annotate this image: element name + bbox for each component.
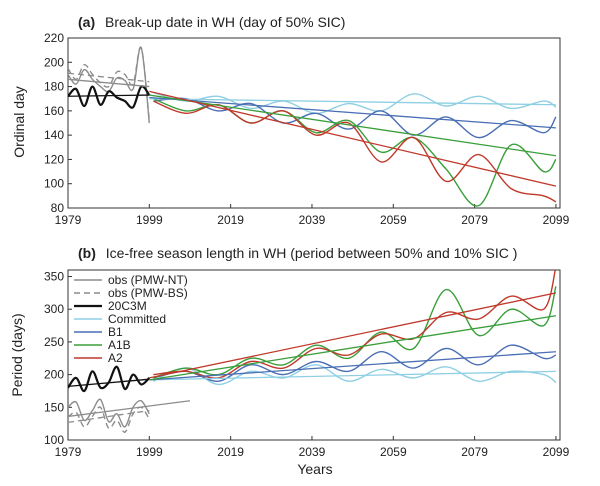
legend-label-obs-pmw-bs: obs (PMW-BS) xyxy=(108,286,188,300)
panel-a-ytick-label-80: 80 xyxy=(51,201,65,215)
panel-a-series-20c3m xyxy=(68,85,151,109)
panel-a-series-a2 xyxy=(153,100,557,203)
panel-a-series-b1 xyxy=(153,97,557,139)
legend-label-a2: A2 xyxy=(108,351,123,365)
panel-a-series-group xyxy=(68,46,557,207)
panel-b-letter: (b) xyxy=(78,245,96,261)
panel-a-xtick-label-2019: 2019 xyxy=(217,213,244,227)
panel-b-ytick-label-150: 150 xyxy=(44,400,64,414)
panel-b-series-group xyxy=(68,270,557,433)
panel-a-ytick-label-100: 100 xyxy=(44,177,64,191)
panel-b-trend-a2-trend xyxy=(149,292,557,379)
panel-b-title: (b) Ice-free season length in WH (period… xyxy=(78,245,517,261)
panel-b-trend-a1b-trend xyxy=(149,315,557,381)
panel-b-xtick-label-2099: 2099 xyxy=(543,445,570,459)
panel-a-series-obs-pmw-bs xyxy=(68,46,150,121)
panel-b-title-text: Ice-free season length in WH (period bet… xyxy=(106,245,518,261)
panel-a-ytick-label-220: 220 xyxy=(44,31,64,45)
panel-a-plot-area: 80 100 120 140 160 180 200 220 1979 1999 2019 2039 2… xyxy=(44,31,570,227)
panel-a-trend-committed-trend xyxy=(149,98,556,106)
panel-b-xtick-label-2059: 2059 xyxy=(380,445,407,459)
panel-a-xtick-label-2059: 2059 xyxy=(380,213,407,227)
panel-a-trend-obs-pmw-nt-trend xyxy=(68,78,150,88)
panel-b-ice-free-season: (b) Ice-free season length in WH (period… xyxy=(9,245,570,477)
panel-a-break-up-date: (a) Break-up date in WH (day of 50% SIC)… xyxy=(11,14,570,227)
panel-a-series-a1b xyxy=(153,98,557,207)
panel-a-ytick-label-180: 180 xyxy=(44,80,64,94)
panel-a-letter: (a) xyxy=(78,14,95,30)
panel-a-xtick-label-2079: 2079 xyxy=(461,213,488,227)
panel-b-xtick-label-2039: 2039 xyxy=(299,445,326,459)
panel-b-trend-committed-trend xyxy=(149,370,556,381)
panel-a-ytick-label-200: 200 xyxy=(44,55,64,69)
panel-b-series-a2 xyxy=(153,270,556,379)
panel-b-trend-b1-trend xyxy=(149,351,556,381)
panel-b-xtick-label-2079: 2079 xyxy=(461,445,488,459)
panel-a-trend-obs-pmw-bs-trend xyxy=(68,72,150,83)
panel-b-series-20c3m xyxy=(68,365,151,393)
panel-a-frame xyxy=(67,37,561,209)
legend-label-obs-pmw-nt: obs (PMW-NT) xyxy=(108,273,188,287)
panel-a-xtick-label-1999: 1999 xyxy=(136,213,163,227)
legend-label-b1: B1 xyxy=(108,325,123,339)
panel-b-xtick-label-1979: 1979 xyxy=(55,445,82,459)
panel-b-ytick-label-100: 100 xyxy=(44,433,64,447)
panel-b-series-b1 xyxy=(153,344,557,382)
panel-b-ytick-label-200: 200 xyxy=(44,368,64,382)
panel-b-xtick-label-2019: 2019 xyxy=(217,445,244,459)
panel-b-legend: obs (PMW-NT)obs (PMW-BS)20C3MCommittedB1… xyxy=(74,273,188,365)
panel-b-ylabel: Period (days) xyxy=(9,313,25,396)
panel-a-title: (a) Break-up date in WH (day of 50% SIC) xyxy=(78,14,345,30)
panel-b-ytick-label-250: 250 xyxy=(44,335,64,349)
panel-b-series-obs-pmw-bs xyxy=(68,406,150,433)
legend-label-committed: Committed xyxy=(108,312,166,326)
panel-b-trend-20c3m-trend xyxy=(68,378,150,388)
panel-b-ytick-label-350: 350 xyxy=(44,270,64,284)
panel-a-ytick-label-140: 140 xyxy=(44,128,64,142)
panel-a-ylabel: Ordinal day xyxy=(11,86,27,158)
panel-b-frame xyxy=(67,269,561,441)
panel-a-series-committed xyxy=(153,91,557,115)
panel-b-xlabel: Years xyxy=(297,461,332,477)
panel-a-ytick-label-120: 120 xyxy=(44,152,64,166)
legend-label-20c3m: 20C3M xyxy=(108,299,147,313)
panel-a-xtick-label-1979: 1979 xyxy=(55,213,82,227)
panel-a-ytick-label-160: 160 xyxy=(44,104,64,118)
legend-label-a1b: A1B xyxy=(108,338,131,352)
panel-b-plot-area: 100 150 200 250 300 350 1979 1999 2019 2039 2059 20… xyxy=(44,269,570,459)
panel-a-xtick-label-2039: 2039 xyxy=(299,213,326,227)
panel-a-trend-b1-trend xyxy=(149,96,556,129)
panel-a-xtick-label-2099: 2099 xyxy=(543,213,570,227)
panel-a-trend-a2-trend xyxy=(149,90,557,187)
panel-b-series-obs-pmw-nt xyxy=(68,398,150,428)
panel-b-trend-obs-pmw-bs-trend xyxy=(68,409,150,423)
panel-b-xtick-label-1999: 1999 xyxy=(136,445,163,459)
panel-b-ytick-label-300: 300 xyxy=(44,302,64,316)
panel-b-trend-obs-pmw-nt-trend xyxy=(68,400,191,418)
panel-a-trend-20c3m-trend xyxy=(68,94,150,97)
panel-a-title-text: Break-up date in WH (day of 50% SIC) xyxy=(105,14,345,30)
panel-a-trend-a1b-trend xyxy=(149,94,557,157)
